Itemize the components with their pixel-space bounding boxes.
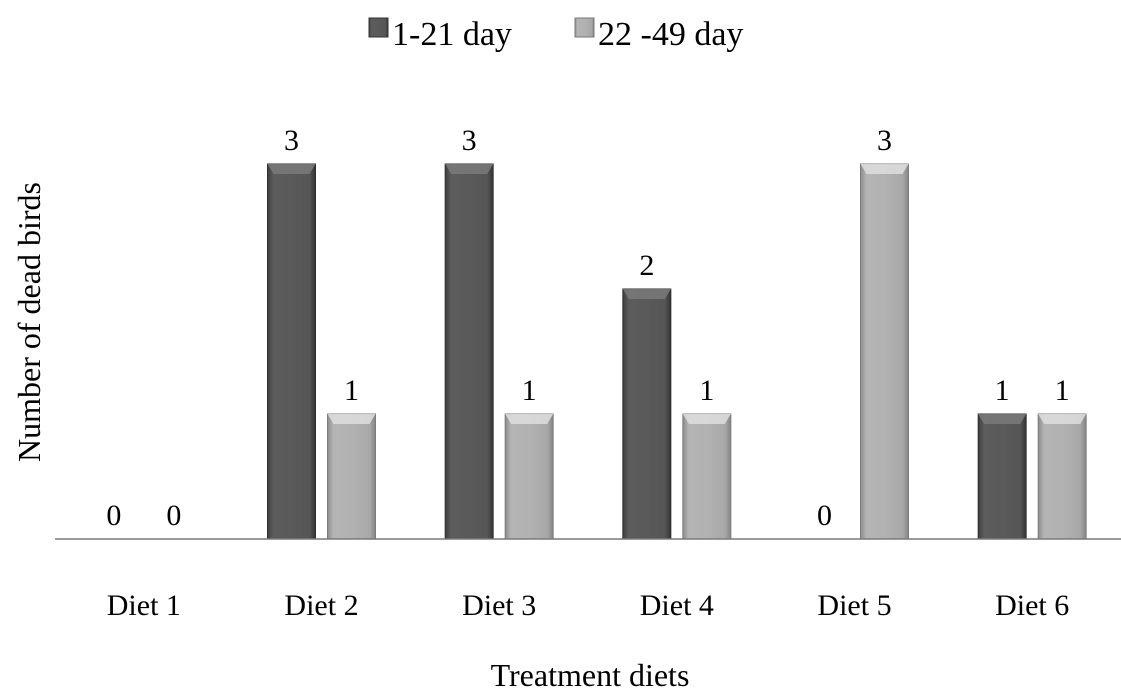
x-tick-label-diet-3: Diet 3 xyxy=(462,589,536,622)
x-tick-label-diet-4: Diet 4 xyxy=(640,589,714,622)
x-tick-labels-group: Diet 1 Diet 2 Diet 3 Diet 4 Diet 5 Diet 6 xyxy=(107,589,1069,622)
bar-2-diet-3 xyxy=(504,413,554,540)
bar-bevel-2-diet-2 xyxy=(327,414,376,424)
x-axis-title: Treatment diets xyxy=(491,657,690,692)
bar-bevel-1-diet-2 xyxy=(267,164,316,174)
bar-1-diet-2 xyxy=(267,163,316,540)
x-tick-label-diet-2: Diet 2 xyxy=(284,589,358,622)
legend-label-series-2: 22 -49 day xyxy=(598,16,743,53)
x-tick-label-diet-5: Diet 5 xyxy=(817,589,891,622)
data-label-1-diet-6: 1 xyxy=(995,374,1010,407)
data-label-1-diet-2: 3 xyxy=(284,124,299,157)
bar-1-diet-3 xyxy=(444,163,494,540)
data-label-2-diet-6: 1 xyxy=(1055,374,1070,407)
data-label-2-diet-4: 1 xyxy=(699,374,714,407)
bar-bevel-2-diet-6 xyxy=(1038,414,1087,424)
bar-bevel-1-diet-6 xyxy=(978,414,1027,424)
data-label-1-diet-3: 3 xyxy=(462,124,477,157)
data-label-2-diet-2: 1 xyxy=(344,374,359,407)
legend: 1-21 day 22 -49 day xyxy=(368,16,743,53)
bar-1-diet-6 xyxy=(977,413,1027,540)
data-label-1-diet-4: 2 xyxy=(639,249,654,282)
bars-group xyxy=(267,163,1087,540)
data-label-1-diet-5: 0 xyxy=(817,499,832,532)
bar-2-diet-5 xyxy=(860,163,909,540)
x-tick-label-diet-6: Diet 6 xyxy=(995,589,1069,622)
bar-bevel-2-diet-4 xyxy=(682,414,731,424)
bar-bevel-2-diet-3 xyxy=(505,414,554,424)
data-label-2-diet-5: 3 xyxy=(877,124,892,157)
data-label-2-diet-1: 0 xyxy=(166,499,181,532)
bar-2-diet-6 xyxy=(1037,413,1087,540)
bar-2-diet-4 xyxy=(682,413,732,540)
bar-2-diet-2 xyxy=(327,413,376,540)
data-label-1-diet-1: 0 xyxy=(106,499,121,532)
data-label-2-diet-3: 1 xyxy=(522,374,537,407)
bar-bevel-1-diet-4 xyxy=(622,289,671,299)
data-labels-group: 0 0 3 1 3 1 2 1 0 3 1 1 xyxy=(106,124,1069,532)
bar-bevel-1-diet-3 xyxy=(445,164,494,174)
legend-swatch-series-2 xyxy=(574,17,595,38)
legend-swatch-series-1 xyxy=(368,17,389,38)
legend-label-series-1: 1-21 day xyxy=(392,16,512,53)
y-axis-title: Number of dead birds xyxy=(11,182,47,462)
bar-bevel-2-diet-5 xyxy=(860,164,909,174)
bar-1-diet-4 xyxy=(622,288,672,540)
x-tick-label-diet-1: Diet 1 xyxy=(107,589,181,622)
